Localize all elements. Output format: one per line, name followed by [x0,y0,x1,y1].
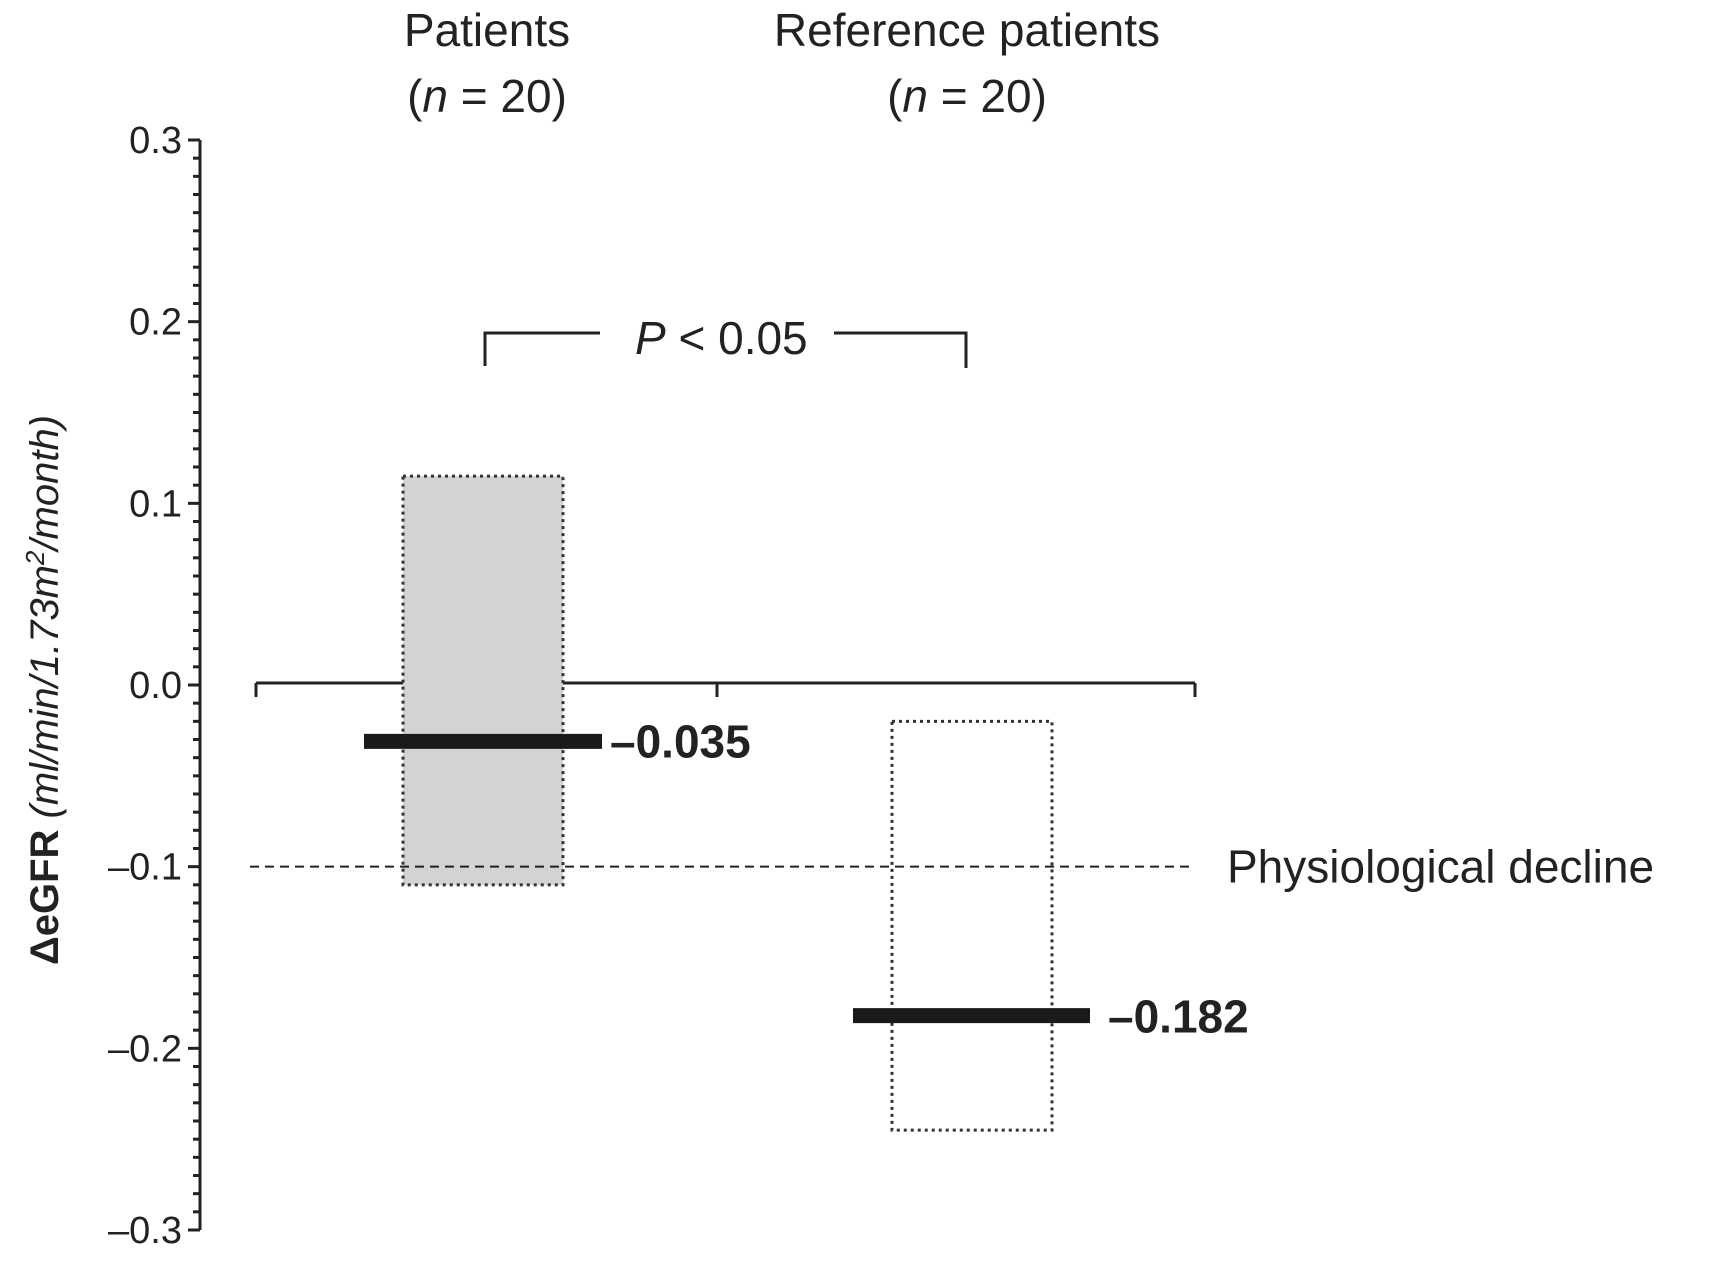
range-box-reference [890,719,1054,1132]
y-tick-label: –0.2 [108,1028,182,1070]
y-ticks: 0.3 0.2 0.1 0.0 –0.1 –0.2 –0.3 [108,120,200,1252]
group-n-patients: (n = 20) [407,70,567,122]
significance-bracket: P < 0.05 [483,312,968,368]
group-n-reference: (n = 20) [887,70,1047,122]
significance-bracket-right [834,331,968,368]
physiological-decline-label: Physiological decline [1227,841,1654,893]
median-label-patients: –0.035 [610,715,751,767]
y-tick-label: 0.1 [129,483,182,525]
group-label-reference: Reference patients [774,4,1160,56]
y-tick-label: 0.2 [129,302,182,344]
significance-bracket-left [483,331,600,366]
y-tick-label: 0.0 [129,665,182,707]
group-label-patients: Patients [404,4,570,56]
y-tick-label: –0.1 [108,847,182,889]
range-box-patients [401,474,565,887]
y-tick-label: 0.3 [129,120,182,162]
significance-label: P < 0.05 [635,312,808,364]
y-axis-label: ΔeGFR (ml/min/1.73m2/month) [20,415,67,965]
median-label-reference: –0.182 [1108,991,1249,1043]
y-tick-label: –0.3 [108,1210,182,1252]
